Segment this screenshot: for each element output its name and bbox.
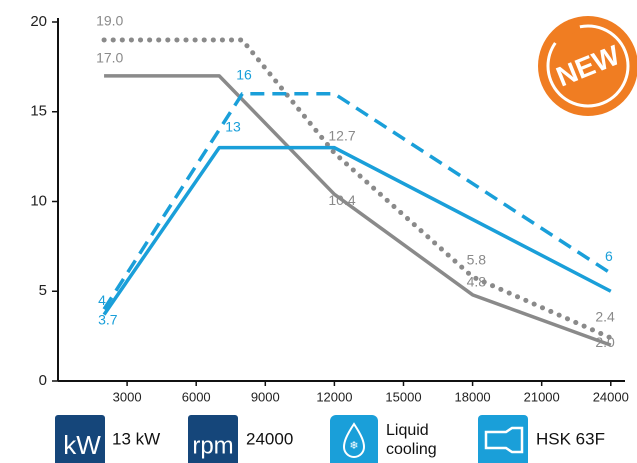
rpm-icon — [188, 415, 238, 463]
y-tick-label: 5 — [39, 282, 47, 299]
x-tick-label: 15000 — [385, 389, 421, 404]
line — [104, 74, 612, 347]
x-tick-label: 3000 — [113, 389, 142, 404]
y-tick-label: 15 — [30, 103, 47, 120]
x-tick-label: 21000 — [524, 389, 560, 404]
value-label: 4.8 — [467, 274, 487, 290]
value-label: 19.0 — [96, 13, 123, 29]
value-label: 12.7 — [328, 128, 355, 144]
value-label: 13 — [225, 118, 241, 134]
badge-label: cooling — [386, 441, 437, 458]
x-tick-label: 12000 — [316, 389, 352, 404]
line — [101, 37, 614, 341]
value-label: 4 — [98, 292, 106, 308]
new-badge: NEW — [538, 16, 637, 116]
x-tick-label: 9000 — [251, 389, 280, 404]
value-label: 2.4 — [595, 309, 615, 325]
rpm-icon-text: rpm — [192, 432, 233, 459]
kw-icon — [55, 415, 105, 463]
line — [102, 92, 612, 311]
hsk-shape — [484, 426, 524, 454]
x-tick-label: 6000 — [182, 389, 211, 404]
badge-label: HSK 63F — [536, 429, 605, 448]
value-label: 10.4 — [328, 192, 355, 208]
x-tick-label: 24000 — [593, 389, 629, 404]
snowflake: ❄ — [349, 440, 358, 452]
y-tick-label: 10 — [30, 192, 47, 209]
value-label: 17.0 — [96, 50, 123, 66]
value-label: 2.0 — [595, 334, 615, 350]
y-tick-label: 0 — [39, 372, 47, 389]
value-label: 3.7 — [98, 311, 118, 327]
value-label: 6 — [605, 248, 613, 264]
x-tick-label: 18000 — [455, 389, 491, 404]
cooling-icon — [330, 415, 378, 463]
line — [102, 145, 612, 316]
value-label: 5.8 — [467, 252, 487, 268]
badge-inner — [552, 30, 624, 102]
badge-label: Liquid — [386, 422, 429, 439]
badge-label: 24000 — [246, 429, 293, 448]
badge-label: 13 kW — [112, 429, 160, 448]
value-label: 16 — [236, 67, 252, 83]
drop-icon — [342, 422, 366, 458]
y-tick-label: 20 — [30, 13, 47, 30]
badge-ring — [546, 24, 630, 108]
badge-row: kW 13 kW rpm 24000 ❄ Liquid cooling HSK … — [55, 415, 605, 463]
kw-icon-text: kW — [63, 430, 101, 460]
